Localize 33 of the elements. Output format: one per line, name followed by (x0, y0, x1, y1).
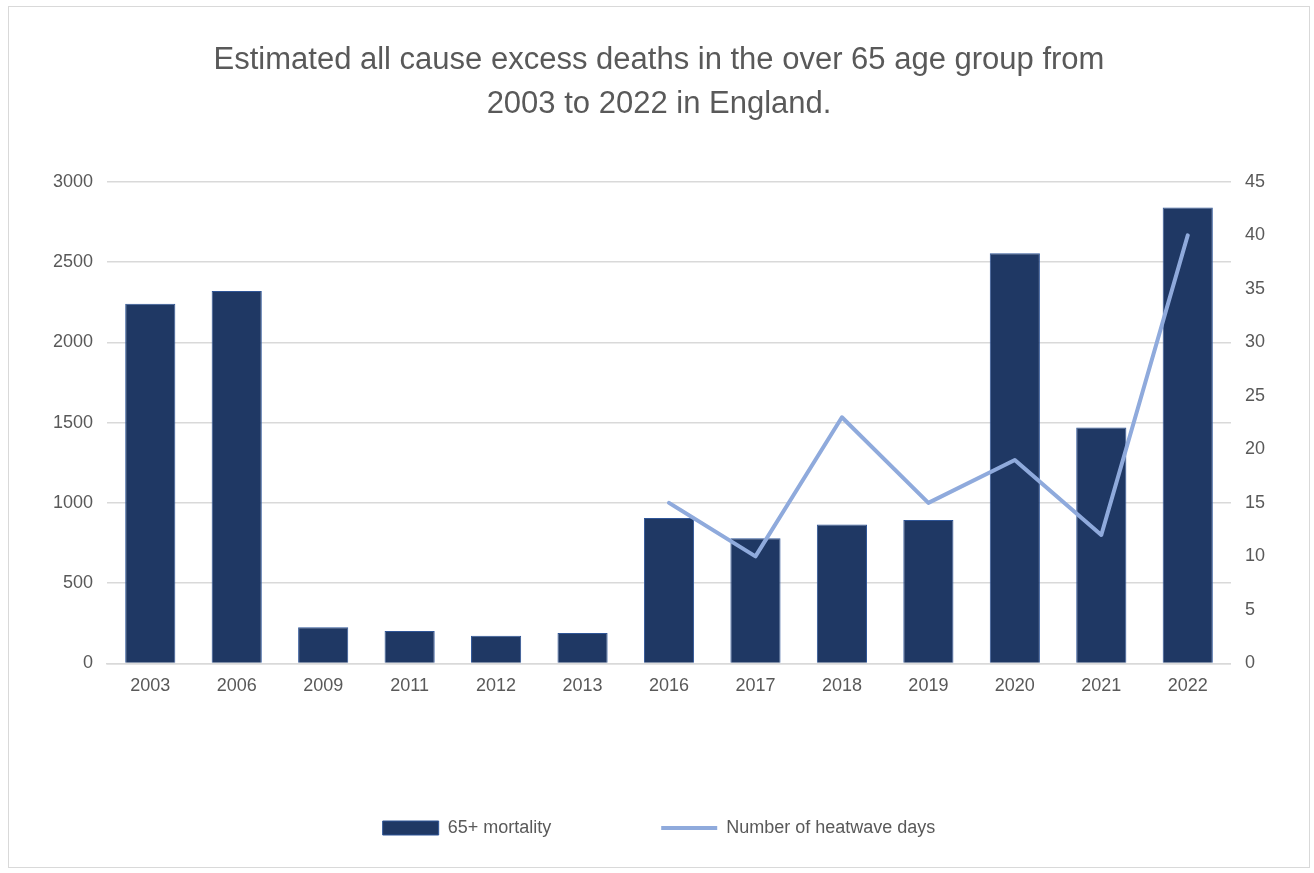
x-tick-label: 2021 (1081, 675, 1122, 696)
x-tick-label: 2017 (735, 675, 776, 696)
chart-title: Estimated all cause excess deaths in the over 65 age group from 2003 to 2022 in England. (212, 40, 1106, 122)
x-tick-label: 2019 (908, 675, 949, 696)
x-tick-label: 2006 (216, 675, 257, 696)
x-tick-label: 2011 (390, 675, 429, 696)
legend-label: Number of heatwave days (726, 816, 936, 837)
x-tick-label: 2009 (303, 675, 344, 696)
y-tick-label: 2000 (53, 331, 94, 352)
x-tick-label: 2022 (1167, 675, 1208, 696)
y2-tick-label: 20 (1244, 438, 1266, 459)
y-tick-label: 0 (83, 652, 94, 673)
y-tick-label: 3000 (53, 170, 94, 191)
y2-tick-label: 40 (1244, 224, 1266, 245)
y2-tick-label: 35 (1244, 277, 1266, 298)
x-tick-label: 2012 (476, 675, 517, 696)
y-tick-label: 1500 (53, 411, 94, 432)
y-tick-label: 2500 (53, 251, 94, 272)
y-tick-label: 500 (63, 572, 94, 593)
y-tick-label: 1000 (53, 491, 94, 512)
y2-tick-label: 15 (1244, 491, 1266, 512)
x-tick-label: 2018 (821, 675, 862, 696)
y2-tick-label: 10 (1244, 545, 1266, 566)
y2-tick-label: 0 (1244, 652, 1255, 673)
x-tick-label: 2003 (130, 675, 171, 696)
y2-tick-label: 45 (1244, 170, 1266, 191)
legend-label: 65+ mortality (447, 816, 552, 837)
x-tick-label: 2013 (562, 675, 603, 696)
x-tick-label: 2016 (648, 675, 690, 696)
y2-tick-label: 25 (1244, 384, 1266, 405)
y2-tick-label: 5 (1244, 598, 1255, 619)
x-tick-label: 2020 (994, 675, 1035, 696)
y2-tick-label: 30 (1244, 331, 1266, 352)
